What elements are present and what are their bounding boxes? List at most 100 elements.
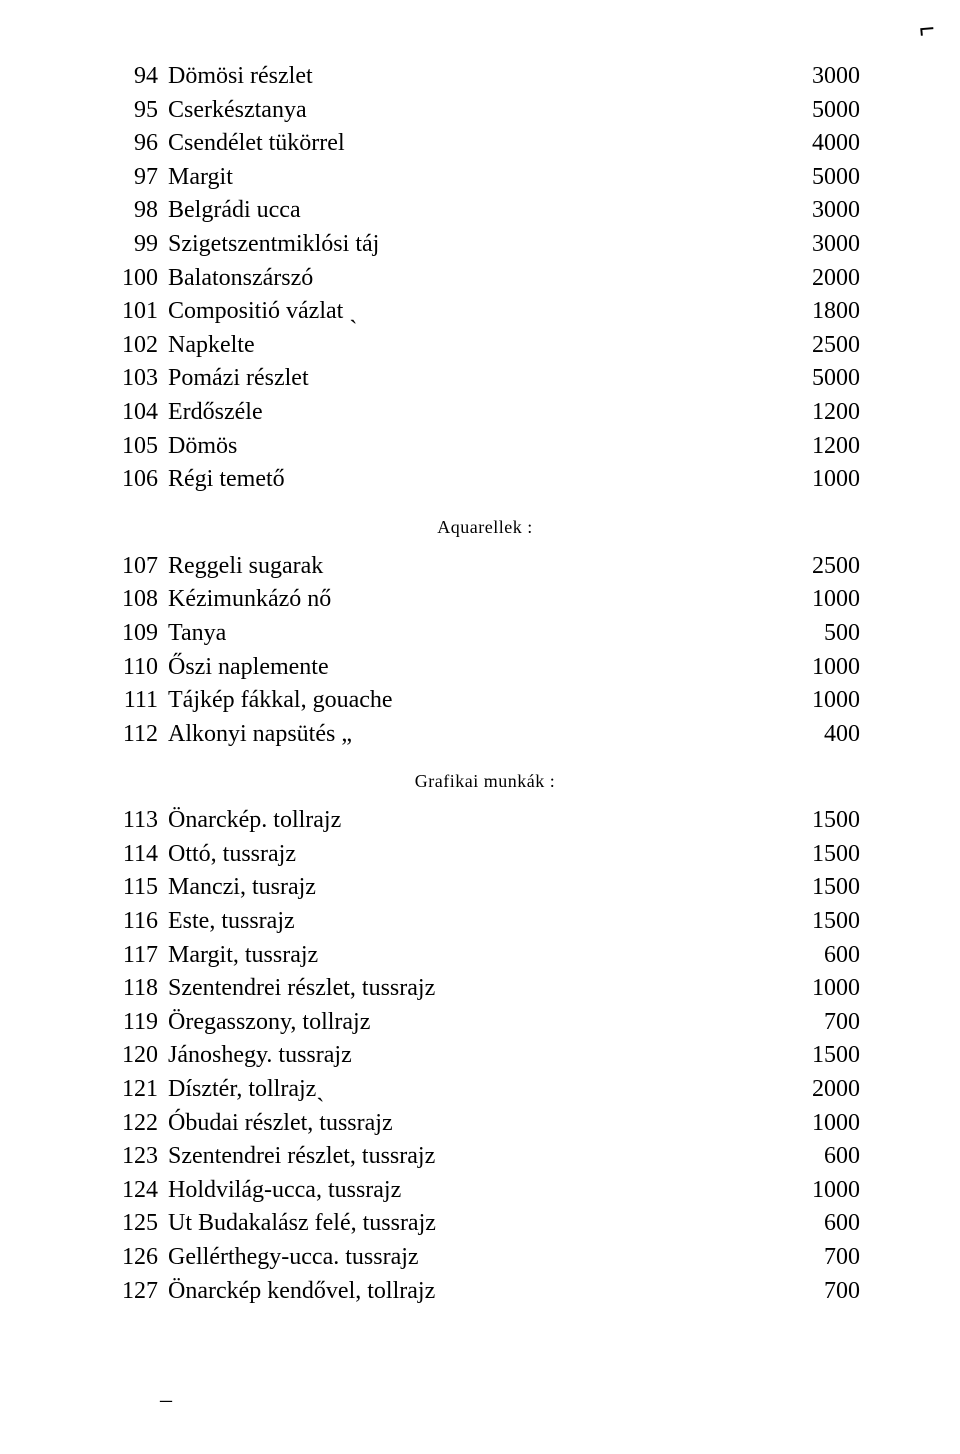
item-label: 97Margit [110,161,780,195]
catalog-item-row: 123Szentendrei részlet, tussrajz600 [110,1140,860,1174]
item-title: Csendélet tükörrel [168,130,345,156]
catalog-item-row: 95 Cserkésztanya 5000 [110,94,860,128]
item-number: 115 [110,871,158,905]
item-price: 1500 [780,905,860,939]
item-title: Erdőszéle [168,399,263,425]
item-title: Compositió vázlat ˎ [168,298,357,324]
item-number: 124 [110,1174,158,1208]
item-title: Tájkép fákkal, gouache [168,687,393,713]
item-price: 700 [780,1275,860,1309]
catalog-item-row: 119Öregasszony, tollrajz700 [110,1006,860,1040]
catalog-item-row: 96Csendélet tükörrel4000 [110,127,860,161]
item-number: 103 [110,362,158,396]
catalog-item-row: 104 Erdőszéle 1200 [110,396,860,430]
item-number: 107 [110,550,158,584]
item-label: 96Csendélet tükörrel [110,127,780,161]
catalog-item-row: 124 Holdvilág-ucca, tussrajz 1000 [110,1174,860,1208]
item-title: Belgrádi ucca [168,197,301,223]
item-number: 114 [110,838,158,872]
item-price: 600 [780,1140,860,1174]
item-title: Ut Budakalász felé, tussrajz [168,1210,436,1236]
item-number: 122 [110,1107,158,1141]
section-heading: Grafikai munkák : [110,771,860,792]
item-price: 400 [780,718,860,752]
item-price: 1000 [780,972,860,1006]
catalog-item-row: 126Gellérthegy-ucca. tussrajz700 [110,1241,860,1275]
item-label: 100Balatonszárszó [110,262,780,296]
item-price: 1500 [780,871,860,905]
catalog-item-row: 122Óbudai részlet, tussrajz1000 [110,1107,860,1141]
item-price: 3000 [780,228,860,262]
item-title: Dömösi részlet [168,63,313,89]
item-number: 94 [110,60,158,94]
item-number: 95 [110,94,158,128]
item-price: 2000 [780,262,860,296]
item-price: 1000 [780,684,860,718]
catalog-item-row: 110Őszi naplemente1000 [110,651,860,685]
item-label: 94 Dömösi részlet [110,60,780,94]
item-label: 121Dísztér, tollrajzˎ [110,1073,780,1107]
item-title: Önarckép kendővel, tollrajz [168,1278,435,1304]
item-number: 127 [110,1275,158,1309]
item-title: Dömös [168,433,237,459]
catalog-item-row: 97Margit5000 [110,161,860,195]
item-title: Holdvilág-ucca, tussrajz [168,1177,401,1203]
item-title: Régi temető [168,466,285,492]
item-label: 107Reggeli sugarak [110,550,780,584]
item-label: 124 Holdvilág-ucca, tussrajz [110,1174,780,1208]
catalog-item-row: 121Dísztér, tollrajzˎ2000 [110,1073,860,1107]
item-label: 105 Dömös [110,430,780,464]
item-label: 126Gellérthegy-ucca. tussrajz [110,1241,780,1275]
catalog-item-row: 109Tanya500 [110,617,860,651]
catalog-item-row: 102Napkelte2500 [110,329,860,363]
item-title: Ottó, tussrajz [168,841,296,867]
item-title: Önarckép. tollrajz [168,807,341,833]
item-price: 5000 [780,362,860,396]
item-number: 113 [110,804,158,838]
item-number: 97 [110,161,158,195]
item-number: 120 [110,1039,158,1073]
catalog-item-row: 118Szentendrei részlet, tussrajz1000 [110,972,860,1006]
catalog-item-row: 120Jánoshegy. tussrajz1500 [110,1039,860,1073]
item-title: Szentendrei részlet, tussrajz [168,1143,435,1169]
item-title: Cserkésztanya [168,97,307,123]
item-label: 117Margit, tussrajz [110,939,780,973]
item-price: 1000 [780,463,860,497]
catalog-item-row: 125Ut Budakalász felé, tussrajz600 [110,1207,860,1241]
item-label: 119Öregasszony, tollrajz [110,1006,780,1040]
item-number: 125 [110,1207,158,1241]
item-number: 104 [110,396,158,430]
item-label: 103 Pomázi részlet [110,362,780,396]
item-number: 99 [110,228,158,262]
item-number: 121 [110,1073,158,1107]
catalog-item-row: 100Balatonszárszó2000 [110,262,860,296]
item-label: 102Napkelte [110,329,780,363]
catalog-item-row: 117Margit, tussrajz600 [110,939,860,973]
item-number: 105 [110,430,158,464]
item-title: Öregasszony, tollrajz [168,1009,370,1035]
item-label: 99Szigetszentmiklósi táj [110,228,780,262]
item-title: Pomázi részlet [168,365,309,391]
item-price: 5000 [780,94,860,128]
item-price: 1200 [780,396,860,430]
catalog-item-row: 106Régi temető1000 [110,463,860,497]
item-title: Óbudai részlet, tussrajz [168,1110,393,1136]
item-label: 104 Erdőszéle [110,396,780,430]
item-title: Margit, tussrajz [168,942,318,968]
item-label: 114 Ottó, tussrajz [110,838,780,872]
item-title: Manczi, tusrajz [168,874,316,900]
corner-mark: ⌐ [918,13,937,46]
item-label: 111Tájkép fákkal, gouache [110,684,780,718]
item-number: 109 [110,617,158,651]
item-label: 116Este, tussrajz [110,905,780,939]
item-label: 112Alkonyi napsütés „ [110,718,780,752]
item-label: 101Compositió vázlat ˎ [110,295,780,329]
item-number: 110 [110,651,158,685]
item-title: Szentendrei részlet, tussrajz [168,975,435,1001]
item-price: 1000 [780,1174,860,1208]
item-price: 3000 [780,194,860,228]
item-label: 108Kézimunkázó nő [110,583,780,617]
catalog-item-row: 98Belgrádi ucca3000 [110,194,860,228]
item-price: 4000 [780,127,860,161]
item-price: 2500 [780,550,860,584]
